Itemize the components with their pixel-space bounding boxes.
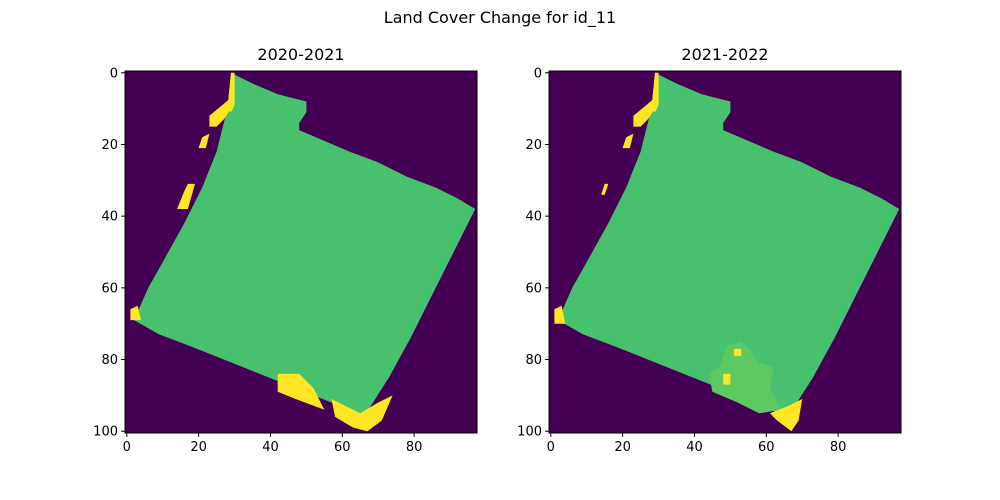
panel-2-change-region: [633, 97, 655, 127]
y-tick-label: 20: [101, 138, 118, 153]
panel-2-change-region: [769, 399, 803, 432]
panel-1-change-region: [198, 133, 210, 149]
panel-2-change-region: [554, 305, 566, 324]
x-tick-label: 80: [406, 440, 423, 455]
x-tick-label: 40: [262, 440, 279, 455]
x-tick-label: 60: [758, 440, 775, 455]
panel-1-field: [134, 72, 476, 417]
x-tick-label: 40: [686, 440, 703, 455]
y-tick-label: 0: [534, 66, 542, 81]
panel-1-change-region: [277, 373, 325, 410]
panel-2-frame: [548, 70, 902, 434]
panel-1-title: 2020-2021: [257, 45, 345, 64]
panel-1-change-region: [177, 183, 195, 209]
y-tick-label: 40: [101, 210, 118, 225]
y-tick-label: 100: [93, 425, 118, 440]
y-tick-label: 20: [525, 138, 542, 153]
panel-1-change-region: [331, 395, 393, 432]
x-tick-label: 60: [334, 440, 351, 455]
y-tick-label: 100: [517, 425, 542, 440]
x-tick-label: 0: [123, 440, 131, 455]
panel-1-frame: [124, 70, 478, 434]
panel-2-field: [558, 72, 900, 417]
x-tick-label: 0: [547, 440, 555, 455]
y-tick-label: 40: [525, 210, 542, 225]
x-tick-label: 20: [190, 440, 207, 455]
x-tick-label: 20: [614, 440, 631, 455]
y-tick-label: 80: [525, 353, 542, 368]
panel-1-change-region: [130, 305, 142, 321]
panel-2-change-region: [723, 373, 731, 385]
panel-1-change-region: [209, 97, 231, 127]
y-tick-label: 80: [101, 353, 118, 368]
panel-1-group: 0 20 40 60 80 0 20 40 60 80 100: [93, 66, 478, 455]
y-tick-label: 60: [525, 281, 542, 296]
figure-title: Land Cover Change for id_11: [383, 8, 617, 27]
panel-2-change-region: [734, 348, 742, 356]
panel-2-change-region: [601, 183, 609, 195]
panel-2-change-region: [622, 133, 634, 149]
x-tick-label: 80: [830, 440, 847, 455]
y-tick-label: 0: [110, 66, 118, 81]
y-tick-label: 60: [101, 281, 118, 296]
panel-2-group: 0 20 40 60 80 0 20 40 60 80 100: [517, 66, 902, 455]
panel-2-title: 2021-2022: [681, 45, 769, 64]
panel-2-minor-change-region: [708, 341, 781, 414]
